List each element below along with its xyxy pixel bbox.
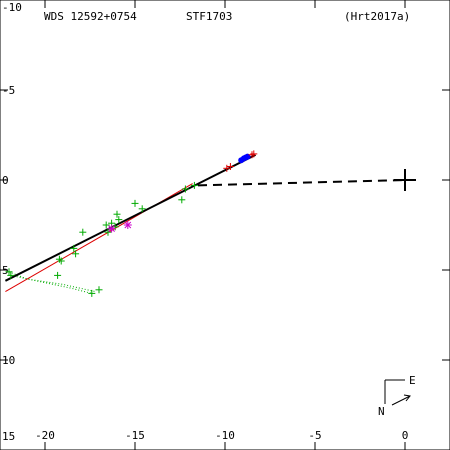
y-tick-label: 5 <box>2 264 9 277</box>
x-tick-label: -15 <box>125 429 145 442</box>
orbit-line <box>4 153 257 282</box>
y-tick-label: -5 <box>2 84 15 97</box>
x-tick-label: -10 <box>215 429 235 442</box>
y-tick-label: 10 <box>2 354 15 367</box>
micrometer-point <box>72 250 80 258</box>
micrometer-point <box>54 271 62 279</box>
node-line <box>197 179 406 187</box>
photographic-point <box>107 224 116 233</box>
photographic-point <box>123 221 132 229</box>
y-tick-label: -10 <box>2 1 22 14</box>
motion-arrow-icon <box>391 395 411 406</box>
recent-point <box>223 164 231 172</box>
micrometer-point <box>70 244 78 252</box>
micrometer-point <box>178 196 186 204</box>
micrometer-point <box>113 210 121 218</box>
micrometer-point <box>115 216 123 224</box>
micrometer-point <box>104 228 112 236</box>
residual-line <box>10 274 92 294</box>
micrometer-point <box>102 221 110 229</box>
micrometer-point <box>57 257 65 265</box>
micrometer-point <box>131 199 139 207</box>
recent-point <box>226 163 234 170</box>
micrometer-point <box>138 205 146 213</box>
micrometer-point <box>181 185 189 193</box>
recent-point <box>250 150 258 158</box>
micrometer-point <box>190 181 198 189</box>
x-tick-label: -5 <box>308 429 321 442</box>
x-tick-label: -20 <box>35 429 55 442</box>
motion-arrowhead-icon <box>403 394 411 402</box>
wds-id-label: WDS 12592+0754 <box>44 10 137 23</box>
reference-label: (Hrt2017a) <box>344 10 410 23</box>
x-tick-label: 0 <box>402 429 409 442</box>
micrometer-point <box>88 289 96 297</box>
primary-star-marker <box>394 169 416 191</box>
micrometer-point <box>95 286 103 294</box>
compass: E N <box>378 374 416 418</box>
asterisk-d2 <box>108 225 115 232</box>
recent-point <box>248 151 256 159</box>
asterisk-d2 <box>124 221 132 229</box>
compass-north-label: N <box>378 405 385 418</box>
compass-east-label: E <box>409 374 416 387</box>
micrometer-point <box>7 271 15 279</box>
y-tick-label: 15 <box>2 430 15 443</box>
micrometer-point <box>55 255 63 263</box>
y-tick-label: 0 <box>2 174 9 187</box>
micrometer-point <box>5 268 13 276</box>
micrometer-point <box>79 228 87 236</box>
discoverer-label: STF1703 <box>186 10 232 23</box>
